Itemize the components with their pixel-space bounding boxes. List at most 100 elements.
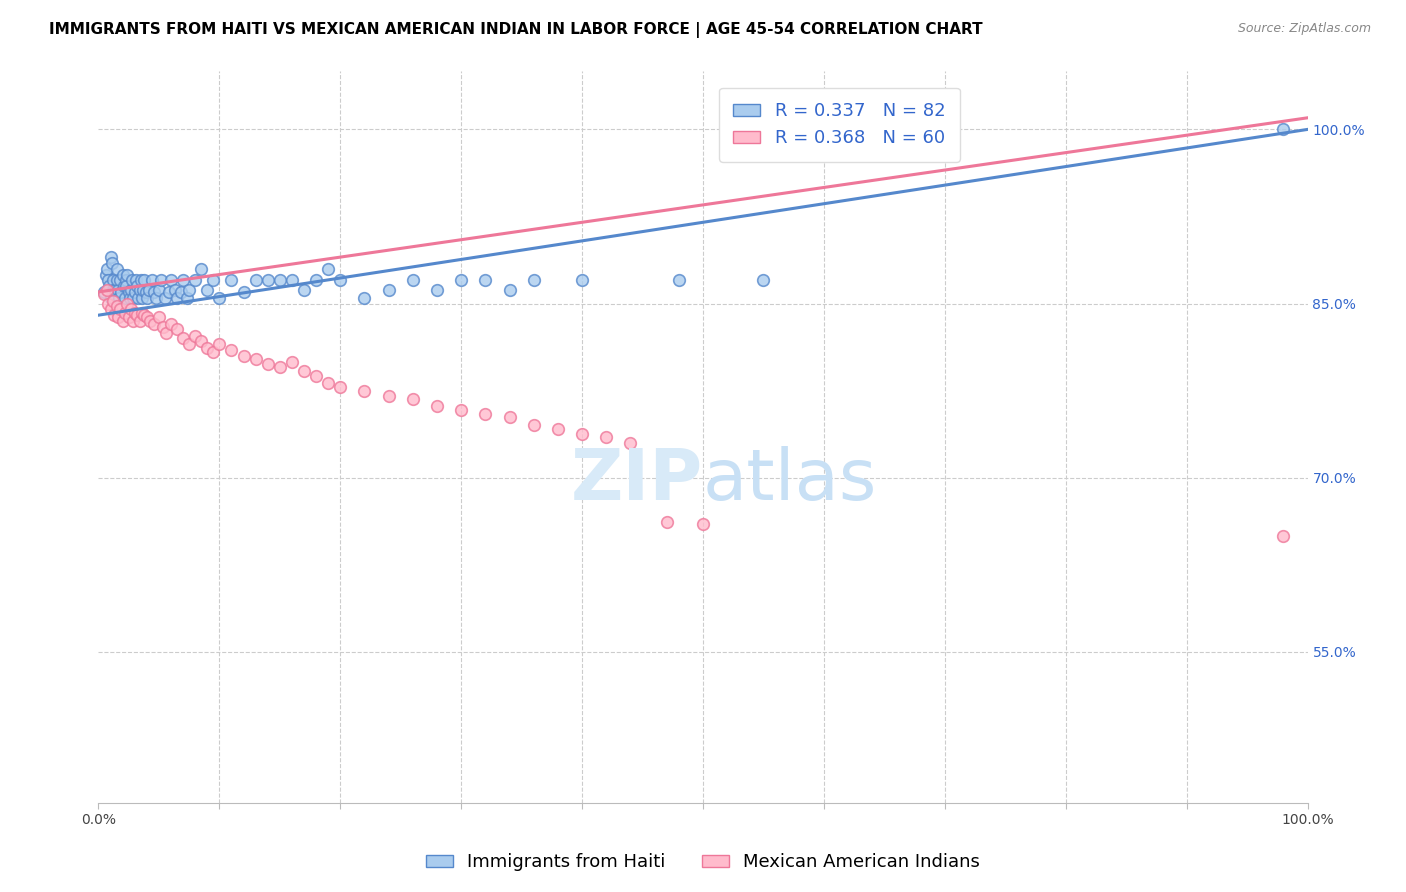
Point — [117, 296, 139, 310]
Point — [134, 273, 156, 287]
Point — [426, 283, 449, 297]
Point — [101, 294, 124, 309]
Point — [208, 291, 231, 305]
Point — [120, 302, 142, 317]
Point — [316, 376, 339, 390]
Point — [122, 291, 145, 305]
Point — [498, 283, 520, 297]
Point — [93, 287, 115, 301]
Point — [172, 273, 194, 287]
Point — [619, 436, 641, 450]
Point — [256, 357, 278, 371]
Text: ZIP: ZIP — [571, 447, 703, 516]
Point — [160, 273, 183, 287]
Point — [595, 430, 617, 444]
Point — [115, 279, 138, 293]
Point — [128, 283, 150, 297]
Point — [98, 279, 121, 293]
Point — [256, 273, 278, 287]
Point — [547, 422, 569, 436]
Point — [101, 283, 124, 297]
Point — [100, 250, 122, 264]
Point — [523, 273, 546, 287]
Point — [135, 310, 157, 325]
Point — [269, 273, 291, 287]
Point — [195, 341, 218, 355]
Point — [107, 283, 129, 297]
Point — [96, 283, 118, 297]
Point — [121, 273, 143, 287]
Point — [101, 273, 124, 287]
Point — [104, 283, 127, 297]
Point — [160, 318, 183, 332]
Point — [141, 273, 163, 287]
Point — [474, 273, 496, 287]
Point — [281, 354, 304, 368]
Point — [281, 273, 304, 287]
Point — [232, 285, 254, 299]
Point — [353, 384, 375, 398]
Legend: R = 0.337   N = 82, R = 0.368   N = 60: R = 0.337 N = 82, R = 0.368 N = 60 — [718, 87, 960, 161]
Point — [105, 261, 128, 276]
Point — [202, 273, 225, 287]
Point — [190, 261, 212, 276]
Point — [117, 268, 139, 282]
Text: Source: ZipAtlas.com: Source: ZipAtlas.com — [1237, 22, 1371, 36]
Text: IMMIGRANTS FROM HAITI VS MEXICAN AMERICAN INDIAN IN LABOR FORCE | AGE 45-54 CORR: IMMIGRANTS FROM HAITI VS MEXICAN AMERICA… — [49, 22, 983, 38]
Point — [139, 314, 162, 328]
Point — [202, 345, 225, 359]
Point — [135, 285, 157, 299]
Legend: Immigrants from Haiti, Mexican American Indians: Immigrants from Haiti, Mexican American … — [419, 847, 987, 879]
Point — [221, 273, 243, 287]
Text: atlas: atlas — [703, 447, 877, 516]
Point — [148, 283, 170, 297]
Point — [128, 314, 150, 328]
Point — [1272, 529, 1295, 543]
Point — [111, 314, 134, 328]
Point — [305, 368, 328, 383]
Point — [305, 273, 328, 287]
Point — [152, 319, 174, 334]
Point — [668, 273, 690, 287]
Point — [176, 291, 198, 305]
Point — [245, 273, 267, 287]
Point — [112, 279, 135, 293]
Point — [184, 273, 207, 287]
Point — [571, 426, 593, 441]
Point — [118, 310, 141, 325]
Point — [135, 291, 157, 305]
Point — [127, 279, 149, 293]
Point — [523, 418, 546, 433]
Point — [329, 273, 352, 287]
Point — [97, 296, 120, 310]
Point — [474, 407, 496, 421]
Point — [114, 291, 136, 305]
Point — [571, 273, 593, 287]
Point — [245, 352, 267, 367]
Point — [1272, 122, 1295, 136]
Point — [498, 410, 520, 425]
Point — [692, 517, 714, 532]
Point — [115, 273, 138, 287]
Point — [316, 261, 339, 276]
Point — [93, 285, 115, 299]
Point — [157, 285, 180, 299]
Point — [166, 322, 188, 336]
Point — [269, 360, 291, 375]
Point — [402, 273, 425, 287]
Point — [184, 329, 207, 343]
Point — [329, 380, 352, 394]
Point — [402, 392, 425, 406]
Point — [138, 283, 160, 297]
Point — [150, 273, 173, 287]
Point — [118, 291, 141, 305]
Point — [134, 308, 156, 322]
Point — [292, 283, 315, 297]
Point — [107, 310, 129, 325]
Point — [103, 308, 125, 322]
Point — [114, 306, 136, 320]
Point — [292, 364, 315, 378]
Point — [124, 285, 146, 299]
Point — [108, 273, 131, 287]
Point — [122, 314, 145, 328]
